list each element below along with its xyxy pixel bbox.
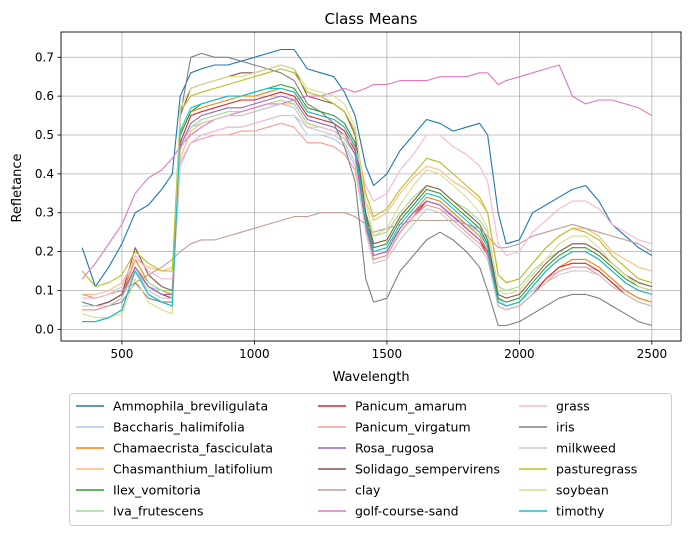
- y-tick-label: 0.2: [35, 245, 54, 259]
- legend-label: Panicum_amarum: [355, 399, 467, 414]
- x-tick-label: 2500: [637, 347, 668, 361]
- legend-label: Ammophila_breviligulata: [113, 399, 268, 414]
- y-tick-label: 0.4: [35, 167, 54, 181]
- legend-label: Panicum_virgatum: [355, 420, 471, 435]
- legend-label: timothy: [556, 504, 605, 519]
- legend: Ammophila_breviligulata Baccharis_halimif…: [69, 393, 672, 526]
- y-tick-label: 0.6: [35, 89, 54, 103]
- legend-label: Rosa_rugosa: [355, 441, 434, 456]
- series-line-timothy: [82, 87, 653, 323]
- legend-label: golf-course-sand: [355, 504, 459, 519]
- y-tick-label: 0.7: [35, 50, 54, 64]
- legend-label: clay: [355, 483, 381, 498]
- x-tick-label: 1500: [372, 347, 403, 361]
- legend-label: Solidago_sempervirens: [355, 462, 500, 477]
- x-axis-label: Wavelength: [332, 370, 409, 385]
- legend-label: pasturegrass: [556, 462, 637, 477]
- legend-label: Chamaecrista_fasciculata: [113, 441, 273, 456]
- y-axis-label: Refletance: [10, 153, 25, 222]
- grid-lines: [61, 32, 681, 341]
- legend-label: Baccharis_halimifolia: [113, 420, 245, 435]
- y-tick-label: 0.1: [35, 283, 54, 297]
- series-line-soybean: [82, 64, 653, 319]
- chart-title: Class Means: [325, 10, 418, 28]
- x-tick-label: 500: [110, 347, 133, 361]
- x-tick-label: 1000: [239, 347, 270, 361]
- series-line-golf-course-sand: [81, 64, 653, 280]
- x-tick-label: 2000: [504, 347, 535, 361]
- series-line-ammophila-breviligulata: [81, 48, 653, 288]
- legend-label: Chasmanthium_latifolium: [113, 462, 273, 477]
- legend-label: iris: [556, 420, 575, 435]
- legend-label: soybean: [556, 483, 609, 498]
- y-tick-label: 0.0: [35, 322, 54, 336]
- axis-ticks: 500 1000 1500 2000 2500 0.0 0.1 0.2 0.3 0.4 0.5 0.6…: [35, 50, 667, 361]
- y-tick-label: 0.5: [35, 128, 54, 142]
- plot-area: [81, 48, 653, 327]
- axes-frame: [60, 31, 682, 342]
- legend-label: grass: [556, 399, 590, 414]
- legend-label: Ilex_vomitoria: [113, 483, 201, 498]
- legend-label: milkweed: [556, 441, 616, 456]
- y-tick-label: 0.3: [35, 206, 54, 220]
- legend-label: Iva_frutescens: [113, 504, 204, 519]
- series-line-clay: [82, 212, 653, 299]
